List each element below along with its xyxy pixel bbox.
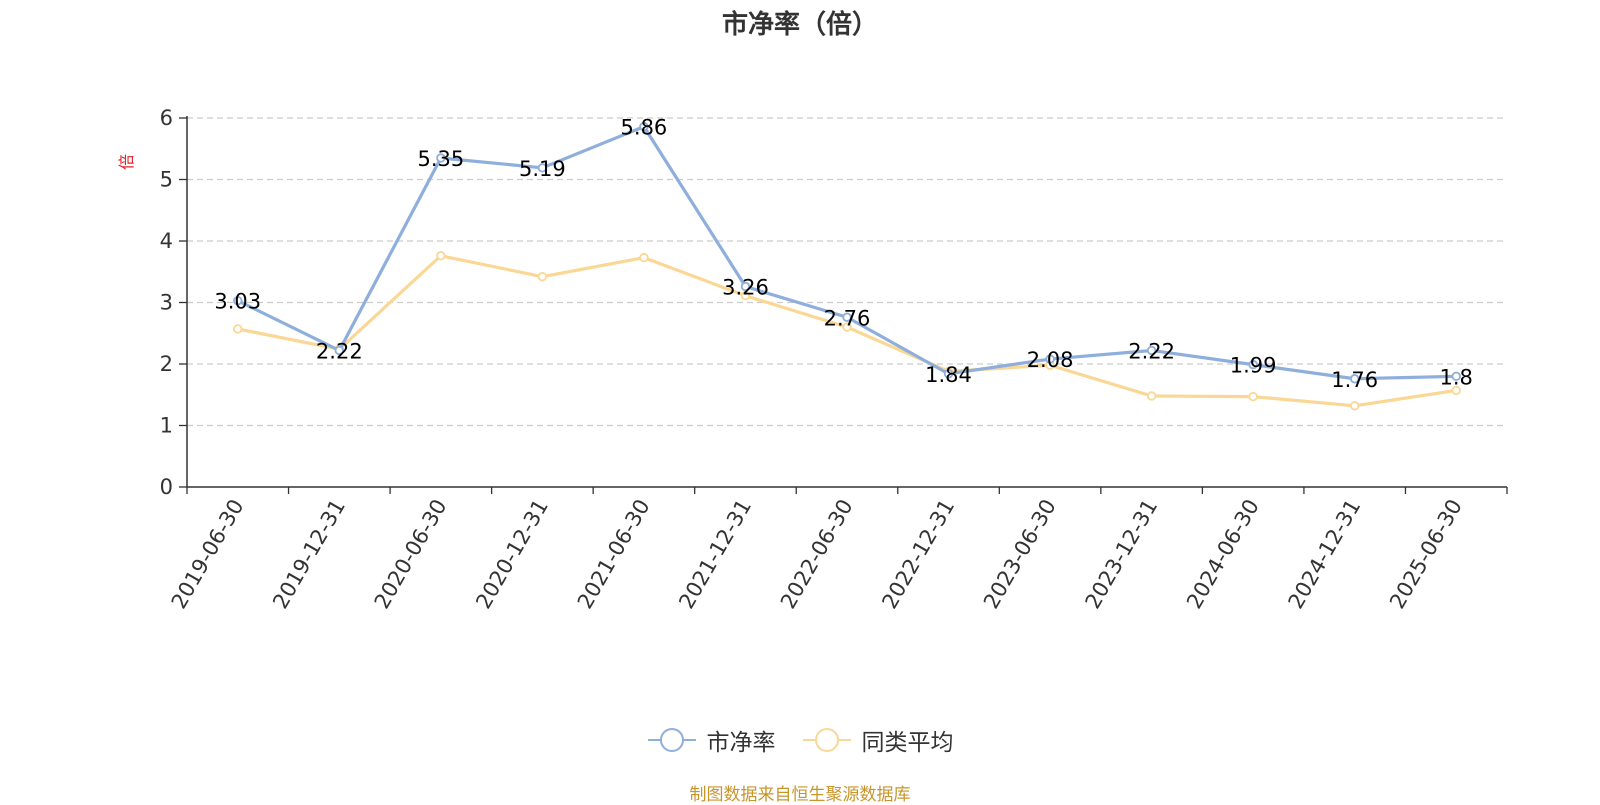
data-label-2019-12-31: 2.22 xyxy=(316,339,363,363)
x-tick-label-2023-06-30: 2023-06-30 xyxy=(979,495,1061,613)
series-1-point-2024-12-31 xyxy=(1349,374,1360,384)
legend-marker-series-1 xyxy=(647,728,696,752)
series-2-point-2021-12-31 xyxy=(740,291,751,301)
x-tick-label-2020-06-30: 2020-06-30 xyxy=(370,495,452,613)
legend-label-series-2: 同类平均 xyxy=(861,730,954,756)
series-2-point-2019-06-30 xyxy=(233,324,243,334)
legend-item-series-1[interactable]: 市净率 xyxy=(647,723,776,757)
data-label-2025-06-30: 1.8 xyxy=(1440,365,1473,389)
series-1-point-2019-06-30 xyxy=(233,295,243,306)
data-label-2024-06-30: 1.99 xyxy=(1230,354,1277,378)
grid-lines xyxy=(187,117,1507,427)
series-1-point-2021-12-31 xyxy=(740,281,751,292)
series-2-point-2021-06-30 xyxy=(639,252,649,263)
x-tick-label-2020-12-31: 2020-12-31 xyxy=(471,495,553,613)
legend-marker-series-2 xyxy=(802,728,851,752)
series-2-point-2023-12-31 xyxy=(1146,391,1157,401)
x-tick-label-2022-06-30: 2022-06-30 xyxy=(776,495,858,613)
y-tick-label-4: 4 xyxy=(160,229,173,253)
series-2-point-2025-06-30 xyxy=(1451,385,1461,396)
series-1-point-2025-06-30 xyxy=(1451,371,1461,381)
y-tick-label-0: 0 xyxy=(160,475,173,499)
legend: 市净率 同类平均 xyxy=(0,723,1600,757)
x-tick-label-2019-12-31: 2019-12-31 xyxy=(268,495,350,613)
series-1-point-2023-06-30 xyxy=(1045,354,1055,364)
x-tick-label-2021-12-31: 2021-12-31 xyxy=(674,495,756,613)
series-1-point-2020-06-30 xyxy=(436,153,446,163)
x-tick-label-2021-06-30: 2021-06-30 xyxy=(573,495,655,613)
data-label-2023-06-30: 2.08 xyxy=(1027,348,1074,372)
x-tick-label-2019-06-30: 2019-06-30 xyxy=(167,495,249,613)
series-1-point-2021-06-30 xyxy=(639,121,649,132)
data-label-2022-12-31: 1.84 xyxy=(925,363,972,387)
y-tick-label-1: 1 xyxy=(160,414,173,438)
y-axis-label: 倍 xyxy=(117,154,136,170)
chart-title: 市净率（倍） xyxy=(721,10,878,40)
x-tick-label-2024-12-31: 2024-12-31 xyxy=(1284,495,1366,613)
data-label-2021-12-31: 3.26 xyxy=(722,276,769,300)
series-1-point-2022-12-31 xyxy=(943,369,954,379)
series-1-point-2019-12-31 xyxy=(334,345,345,356)
series-2-point-2020-12-31 xyxy=(537,271,548,282)
data-label-2023-12-31: 2.22 xyxy=(1128,339,1175,363)
series-1-point-2020-12-31 xyxy=(537,163,548,173)
data-label-2022-06-30: 2.76 xyxy=(824,306,871,330)
series-1-point-2023-12-31 xyxy=(1146,345,1157,356)
series-1-point-2022-06-30 xyxy=(842,312,852,322)
y-tick-label-6: 6 xyxy=(160,106,173,130)
series-1-point-2024-06-30 xyxy=(1248,359,1258,370)
data-source-note: 制图数据来自恒生聚源数据库 xyxy=(689,785,911,805)
y-tick-label-5: 5 xyxy=(160,168,173,192)
series-2-point-2024-06-30 xyxy=(1248,391,1258,402)
series-2-point-2022-06-30 xyxy=(842,322,852,332)
series-2-point-2024-12-31 xyxy=(1349,401,1360,411)
data-label-2024-12-31: 1.76 xyxy=(1331,368,1378,392)
data-label-2021-06-30: 5.86 xyxy=(621,116,668,140)
x-tick-label-2023-12-31: 2023-12-31 xyxy=(1081,495,1163,613)
data-labels: 3.03 2.22 5.35 5.19 5.86 3.26 2.76 1.84 2.08 2.22… xyxy=(214,116,1473,392)
data-label-2020-12-31: 5.19 xyxy=(519,157,566,181)
legend-label-series-1: 市净率 xyxy=(706,730,776,756)
y-tick-label-3: 3 xyxy=(160,291,173,315)
data-label-2020-06-30: 5.35 xyxy=(417,147,464,171)
y-tick-label-2: 2 xyxy=(160,352,173,376)
x-tick-label-2024-06-30: 2024-06-30 xyxy=(1182,495,1264,613)
x-tick-label-2025-06-30: 2025-06-30 xyxy=(1385,495,1467,613)
legend-item-series-2[interactable]: 同类平均 xyxy=(802,723,954,757)
x-tick-label-2022-12-31: 2022-12-31 xyxy=(877,495,959,613)
series-group xyxy=(233,121,1461,411)
series-2-point-2020-06-30 xyxy=(436,251,446,261)
data-label-2019-06-30: 3.03 xyxy=(214,290,261,314)
